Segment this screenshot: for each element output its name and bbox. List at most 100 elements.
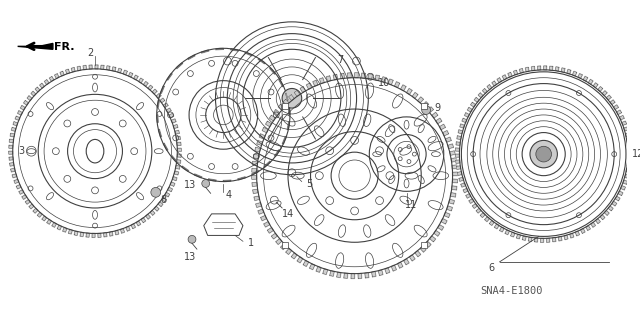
Polygon shape [381,77,387,83]
Text: 14: 14 [282,209,294,219]
Polygon shape [10,139,13,143]
Polygon shape [259,134,265,139]
Polygon shape [452,172,458,176]
Polygon shape [129,72,133,77]
Polygon shape [161,197,166,202]
Polygon shape [106,66,110,70]
Polygon shape [258,209,264,214]
Text: 1: 1 [248,238,254,248]
Polygon shape [425,241,431,247]
Polygon shape [307,83,312,89]
Polygon shape [29,204,34,209]
Polygon shape [319,78,324,84]
Text: 3: 3 [19,146,24,156]
Polygon shape [420,246,426,252]
Polygon shape [462,118,467,122]
Polygon shape [12,174,17,178]
Polygon shape [388,79,393,85]
Polygon shape [355,73,358,78]
Polygon shape [538,66,541,70]
Polygon shape [622,121,627,125]
Polygon shape [253,189,258,194]
Polygon shape [627,139,631,142]
Circle shape [202,180,210,188]
Polygon shape [294,90,300,96]
Polygon shape [25,200,30,204]
Polygon shape [463,189,468,193]
Polygon shape [204,214,243,235]
Polygon shape [289,95,294,100]
Polygon shape [593,83,598,88]
Polygon shape [245,52,252,56]
Polygon shape [253,154,259,159]
Polygon shape [279,79,284,86]
Polygon shape [255,147,260,152]
Polygon shape [412,93,418,99]
Polygon shape [511,232,515,237]
Polygon shape [52,222,56,227]
Polygon shape [148,85,153,90]
Polygon shape [443,130,449,136]
Polygon shape [429,236,436,242]
Polygon shape [47,219,51,224]
Polygon shape [12,127,16,131]
Polygon shape [596,219,600,224]
Polygon shape [397,262,403,268]
Polygon shape [152,89,157,94]
Polygon shape [37,212,42,217]
Polygon shape [74,231,78,235]
Polygon shape [444,212,450,218]
Polygon shape [570,233,574,238]
Polygon shape [252,182,257,186]
Polygon shape [172,177,177,181]
Polygon shape [182,166,188,171]
Polygon shape [583,76,588,81]
Polygon shape [534,238,538,242]
Polygon shape [451,158,456,162]
Polygon shape [627,145,632,148]
Text: 13: 13 [184,252,196,262]
Polygon shape [238,177,245,180]
Polygon shape [177,160,180,163]
Polygon shape [139,78,143,83]
Polygon shape [497,78,502,83]
Polygon shape [337,272,341,278]
Text: 4: 4 [225,190,231,200]
Polygon shape [159,130,161,137]
Polygon shape [303,261,308,266]
Polygon shape [618,191,623,196]
Polygon shape [273,109,280,115]
Polygon shape [432,112,438,118]
Polygon shape [610,100,615,105]
Polygon shape [278,104,284,110]
Polygon shape [163,144,168,150]
Polygon shape [49,77,54,81]
Polygon shape [351,274,355,278]
Polygon shape [10,163,14,166]
Polygon shape [223,180,231,182]
Polygon shape [625,133,630,137]
Polygon shape [561,68,565,72]
Polygon shape [616,110,621,115]
Text: 8: 8 [161,195,166,205]
Polygon shape [254,196,260,201]
Polygon shape [126,226,130,231]
Polygon shape [15,116,20,120]
Polygon shape [71,68,75,72]
Polygon shape [529,237,532,241]
Polygon shape [456,154,460,157]
Polygon shape [434,230,440,236]
Polygon shape [484,217,490,222]
Polygon shape [252,161,258,166]
Polygon shape [606,95,611,100]
Polygon shape [459,177,463,182]
Polygon shape [170,182,175,186]
Polygon shape [252,170,259,175]
Polygon shape [160,98,164,103]
Polygon shape [60,71,64,76]
Polygon shape [456,142,460,145]
Polygon shape [447,206,452,211]
Polygon shape [326,76,331,81]
Polygon shape [136,221,141,226]
Polygon shape [474,97,479,102]
